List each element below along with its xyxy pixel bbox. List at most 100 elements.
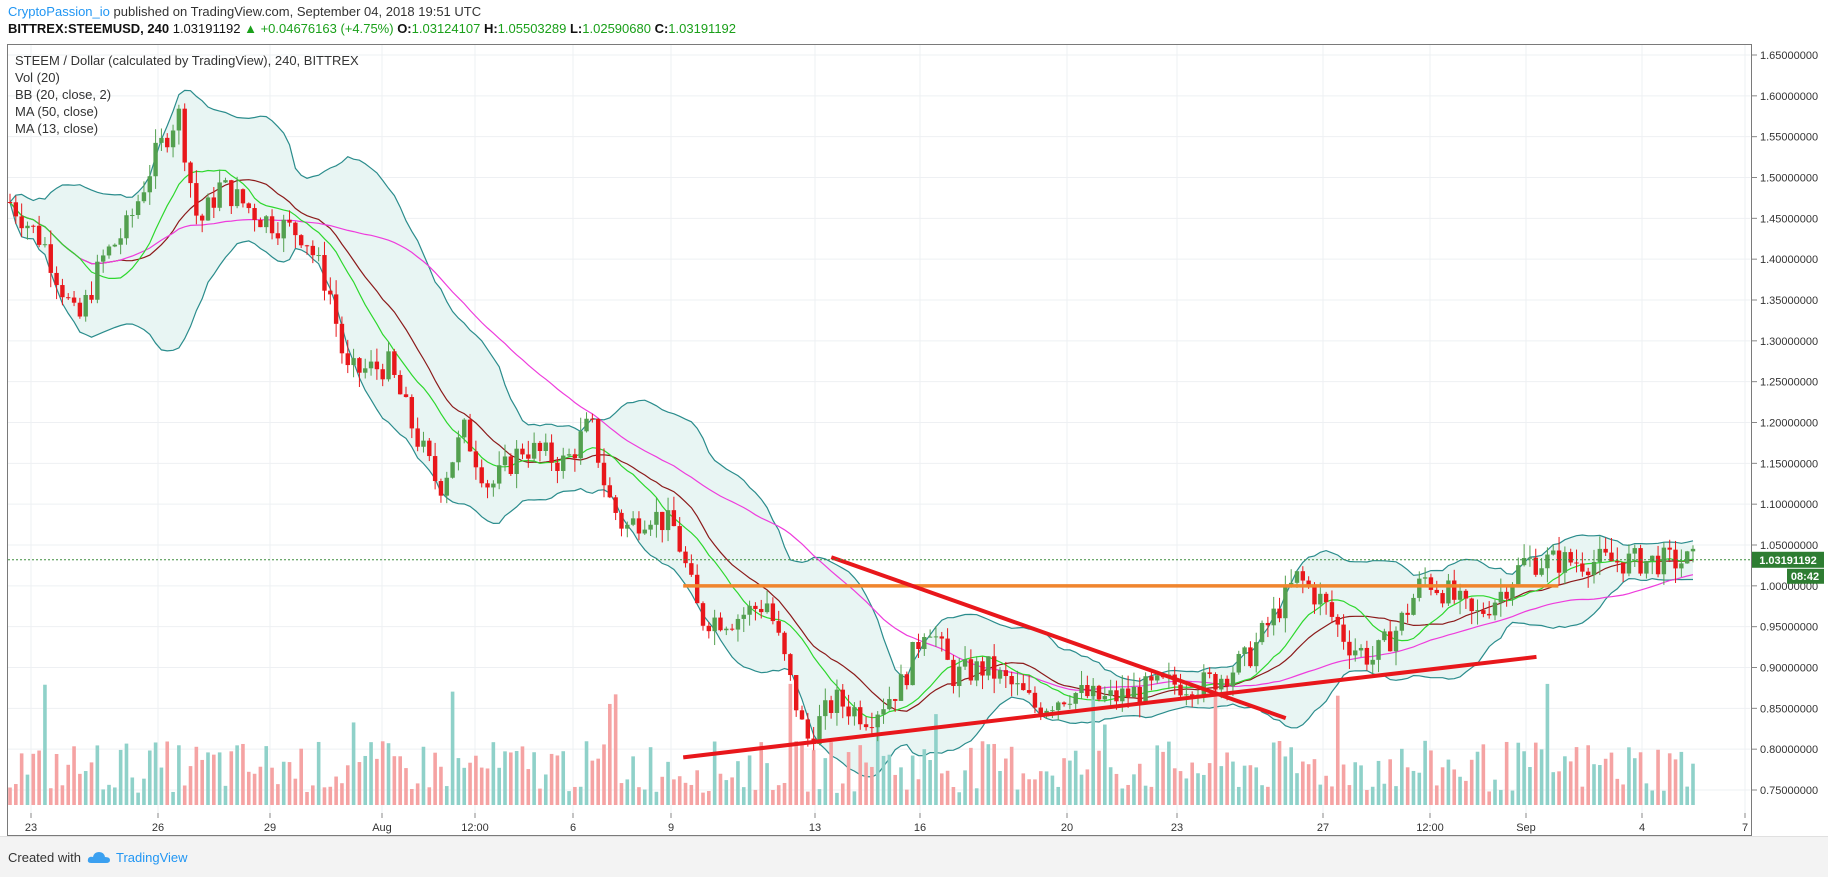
- x-tick-label: 7: [1742, 822, 1748, 834]
- volume-bar: [945, 770, 950, 805]
- close-value: 1.03191192: [668, 21, 737, 36]
- volume-bar: [1056, 786, 1061, 805]
- volume-bar: [1458, 776, 1462, 805]
- chart-frame[interactable]: [7, 44, 1752, 836]
- candle-body: [83, 294, 88, 317]
- volume-bar: [899, 767, 903, 805]
- candle-body: [1434, 589, 1439, 594]
- volume-bar: [1161, 751, 1165, 805]
- legend-study-ma13[interactable]: MA (13, close): [15, 121, 99, 136]
- volume-bar: [345, 765, 350, 805]
- candle-body: [1224, 678, 1230, 687]
- candle-body: [543, 442, 548, 452]
- footer-bar: Created with TradingView: [0, 836, 1828, 877]
- legend-study-bb[interactable]: BB (20, close, 2): [15, 87, 112, 102]
- y-tick-label: 0.90000000: [1760, 663, 1818, 675]
- candle-body: [1539, 568, 1544, 575]
- volume-bar: [433, 752, 437, 805]
- volume-bar: [951, 787, 956, 805]
- tradingview-link[interactable]: TradingView: [116, 850, 188, 865]
- candle-body: [124, 215, 129, 239]
- volume-bar: [934, 714, 938, 805]
- volume-bar: [794, 741, 798, 805]
- volume-bar: [1679, 751, 1684, 805]
- volume-bar: [963, 770, 967, 805]
- volume-bar: [538, 788, 542, 805]
- candle-body: [467, 419, 473, 452]
- candle-body: [607, 485, 613, 498]
- candle-body: [1620, 562, 1626, 574]
- candle-body: [1114, 690, 1119, 702]
- volume-bar: [72, 746, 76, 805]
- candle-body: [537, 442, 543, 452]
- volume-bar: [806, 791, 810, 805]
- volume-bar: [37, 750, 41, 805]
- volume-bar: [957, 792, 962, 805]
- volume-bar: [241, 743, 245, 805]
- y-tick-label: 1.35000000: [1760, 295, 1818, 307]
- candle-body: [910, 642, 915, 686]
- volume-bar: [392, 756, 397, 805]
- volume-bar: [1137, 763, 1142, 805]
- candle-body: [823, 700, 828, 717]
- candle-body: [205, 197, 211, 221]
- author-link[interactable]: CryptoPassion_io: [8, 4, 110, 19]
- candle-body: [293, 222, 298, 236]
- candle-body: [1440, 593, 1445, 604]
- volume-bar: [509, 752, 513, 805]
- volume-bar: [1312, 759, 1317, 805]
- volume-bar: [619, 783, 624, 805]
- candle-body: [1504, 591, 1509, 599]
- candle-body: [1411, 597, 1416, 615]
- volume-bar: [1295, 773, 1299, 805]
- volume-bar: [1027, 779, 1031, 805]
- volume-bar: [427, 787, 432, 805]
- volume-bar: [718, 773, 723, 805]
- legend-study-ma50[interactable]: MA (50, close): [15, 104, 99, 119]
- volume-bar: [375, 758, 379, 805]
- candle-body: [526, 454, 531, 459]
- y-tick-label: 0.95000000: [1760, 622, 1818, 634]
- volume-bar: [811, 750, 816, 805]
- candle-body: [479, 467, 484, 484]
- candle-body: [1021, 683, 1026, 691]
- volume-bar: [1499, 789, 1503, 805]
- candle-body: [176, 108, 182, 131]
- volume-bar: [1609, 752, 1614, 805]
- volume-bar: [1638, 752, 1643, 805]
- volume-bar: [922, 749, 927, 805]
- y-tick-label: 1.65000000: [1760, 50, 1818, 62]
- volume-bar: [485, 768, 490, 805]
- candle-body: [48, 244, 53, 273]
- candle-body: [1650, 555, 1655, 562]
- volume-bar: [1114, 773, 1119, 805]
- volume-bar: [1097, 750, 1101, 805]
- volume-bar: [870, 766, 874, 805]
- volume-bar: [532, 752, 536, 805]
- x-tick-label: 23: [1171, 822, 1183, 834]
- volume-bar: [543, 774, 548, 805]
- candle-body: [153, 142, 158, 177]
- volume-bar: [369, 742, 373, 805]
- candle-body: [1486, 613, 1492, 616]
- legend-study-vol[interactable]: Vol (20): [15, 70, 60, 85]
- price-chart[interactable]: 1.65000000 1.60000000 1.55000000 1.50000000…: [0, 0, 1828, 836]
- volume-bar: [468, 762, 472, 805]
- volume-bar: [707, 791, 711, 805]
- candle-body: [1318, 593, 1323, 605]
- candle-body: [753, 605, 758, 609]
- volume-bar: [910, 755, 915, 805]
- candle-body: [95, 261, 100, 300]
- volume-bar: [177, 745, 181, 805]
- volume-bar: [1539, 749, 1544, 805]
- high-label: H:: [483, 21, 498, 36]
- ma13-line: [9, 169, 1694, 719]
- candle-body: [1615, 561, 1620, 563]
- created-with-text: Created with: [8, 850, 81, 865]
- candle-body: [1603, 548, 1608, 553]
- candle-body: [1079, 684, 1084, 694]
- candle-body: [671, 510, 677, 527]
- candle-body: [1597, 548, 1603, 562]
- candle-body: [1085, 684, 1090, 697]
- volume-bar: [1662, 790, 1666, 805]
